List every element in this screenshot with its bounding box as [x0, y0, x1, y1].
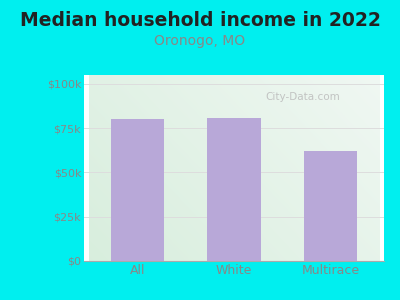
- Text: City-Data.com: City-Data.com: [266, 92, 340, 102]
- Text: Median household income in 2022: Median household income in 2022: [20, 11, 380, 29]
- Bar: [207, 118, 261, 261]
- Bar: [111, 119, 164, 261]
- Bar: [304, 151, 357, 261]
- Text: Oronogo, MO: Oronogo, MO: [154, 34, 246, 49]
